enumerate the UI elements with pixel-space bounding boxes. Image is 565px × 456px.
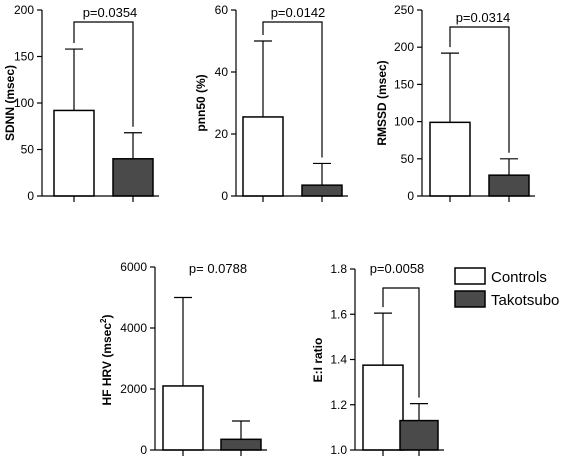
bar-takotsubo: [301, 184, 343, 197]
y-tick-label: 1.6: [330, 307, 347, 321]
bar-controls: [53, 109, 95, 197]
y-tick-label: 250: [394, 3, 414, 17]
y-tick-label: 40: [215, 65, 229, 79]
legend-label-controls: Controls: [491, 269, 547, 286]
significance-bracket: [73, 21, 134, 127]
y-tick-label: 20: [215, 127, 229, 141]
p-value-annotation: p= 0.0788: [189, 261, 247, 276]
y-tick-label: 1.4: [330, 353, 347, 367]
y-tick-label: 60: [215, 3, 229, 17]
y-tick-label: 100: [14, 96, 34, 110]
chart-panels: 0 50 100 150 200 SDNN (msec) p=0.0354 0 20 40 60 pn…: [3, 3, 535, 456]
significance-bracket: [262, 21, 323, 158]
y-tick-label: 0: [140, 443, 147, 456]
y-tick-label: 50: [21, 143, 35, 157]
y-axis-label: RMSSD (msec): [375, 60, 389, 145]
bar-takotsubo: [220, 438, 262, 451]
significance-bracket: [382, 287, 420, 398]
p-value-annotation: p=0.0058: [370, 261, 425, 276]
panel-rmssd: 0 50 100 150 200 250 RMSSD (msec) p=0.0314: [375, 3, 535, 203]
panel-sdnn: 0 50 100 150 200 SDNN (msec) p=0.0354: [3, 3, 159, 203]
y-axis-label: pnn50 (%): [194, 74, 208, 131]
y-tick-label: 150: [394, 77, 414, 91]
panel-eiratio: 1.0 1.2 1.4 1.6 1.8 E:I ratio p=0.0058: [311, 261, 444, 456]
bar-takotsubo: [399, 419, 439, 451]
panel-pnn50: 0 20 40 60 pnn50 (%) p=0.0142: [194, 3, 348, 203]
p-value-annotation: p=0.0354: [83, 5, 138, 20]
legend: Controls Takotsubo: [454, 267, 559, 309]
y-tick-label: 150: [14, 50, 34, 64]
y-axis-label: E:I ratio: [311, 338, 325, 383]
p-value-annotation: p=0.0142: [271, 5, 326, 20]
p-value-annotation: p=0.0314: [456, 10, 511, 25]
y-tick-label: 200: [14, 3, 34, 17]
bar-controls: [242, 116, 284, 197]
legend-label-takotsubo: Takotsubo: [491, 292, 559, 309]
y-tick-label: 1.0: [330, 443, 347, 456]
legend-swatch-takotsubo: [454, 290, 486, 308]
y-tick-label: 0: [27, 189, 34, 203]
significance-bracket: [449, 26, 510, 153]
panel-hfhrv: 0 2000 4000 6000 HF HRV (msec2) p= 0.0788: [99, 260, 267, 456]
y-tick-label: 1.8: [330, 262, 347, 276]
y-tick-label: 0: [221, 189, 228, 203]
y-tick-label: 0: [407, 189, 414, 203]
y-tick-label: 1.2: [330, 398, 347, 412]
y-tick-label: 4000: [120, 321, 147, 335]
y-tick-label: 6000: [120, 260, 147, 274]
bar-takotsubo: [112, 158, 154, 197]
bar-controls: [362, 364, 404, 451]
y-tick-label: 50: [401, 152, 415, 166]
bar-controls: [162, 385, 204, 451]
y-axis-label: SDNN (msec): [3, 65, 17, 141]
bar-controls: [429, 121, 471, 197]
y-tick-label: 100: [394, 115, 414, 129]
legend-swatch-controls: [454, 267, 486, 285]
y-tick-label: 2000: [120, 382, 147, 396]
bar-takotsubo: [488, 174, 530, 197]
y-axis-label: HF HRV (msec2): [99, 315, 114, 406]
y-tick-label: 200: [394, 40, 414, 54]
